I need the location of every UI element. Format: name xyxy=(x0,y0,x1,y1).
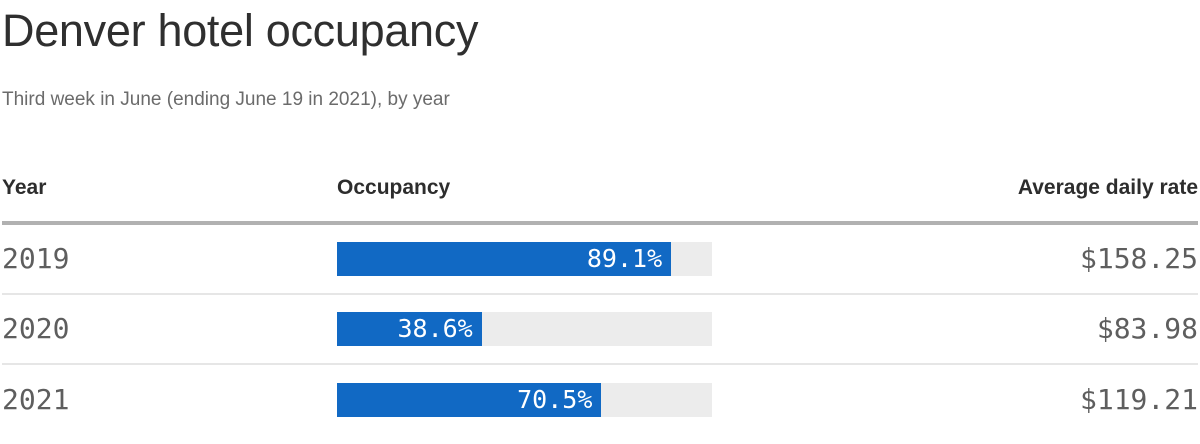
column-header-year: Year xyxy=(2,175,47,199)
column-header-occupancy: Occupancy xyxy=(337,175,451,199)
occupancy-bar: 70.5% xyxy=(337,382,602,417)
column-header-avg-daily-rate: Average daily rate xyxy=(1017,175,1198,199)
chart-card: Denver hotel occupancy Third week in Jun… xyxy=(0,4,1200,444)
occupancy-bar-label: 89.1% xyxy=(586,244,663,274)
occupancy-bar: 89.1% xyxy=(337,241,672,276)
occupancy-bar-label: 70.5% xyxy=(517,385,593,415)
table-row: 2021 70.5% $119.21 xyxy=(2,365,1198,435)
chart-title: Denver hotel occupancy xyxy=(2,5,479,56)
occupancy-table: Year Occupancy Average daily rate 2019 8… xyxy=(2,175,1198,435)
occupancy-bar-label: 38.6% xyxy=(397,314,473,344)
table-row: 2019 89.1% $158.25 xyxy=(2,225,1198,295)
occupancy-bar-track: 38.6% xyxy=(337,311,712,346)
table-body: 2019 89.1% $158.25 2020 38.6% $83.98 202… xyxy=(2,225,1198,435)
avg-daily-rate-cell: $83.98 xyxy=(1096,312,1198,346)
avg-daily-rate-cell: $119.21 xyxy=(1079,383,1198,417)
avg-daily-rate-cell: $158.25 xyxy=(1079,242,1198,276)
occupancy-bar-track: 70.5% xyxy=(337,382,712,417)
chart-subtitle: Third week in June (ending June 19 in 20… xyxy=(2,89,450,110)
occupancy-bar: 38.6% xyxy=(337,311,482,346)
occupancy-bar-track: 89.1% xyxy=(337,241,712,276)
year-cell: 2019 xyxy=(2,242,70,276)
table-row: 2020 38.6% $83.98 xyxy=(2,295,1198,365)
table-header-row: Year Occupancy Average daily rate xyxy=(2,175,1198,225)
year-cell: 2020 xyxy=(2,312,70,346)
year-cell: 2021 xyxy=(2,383,70,417)
